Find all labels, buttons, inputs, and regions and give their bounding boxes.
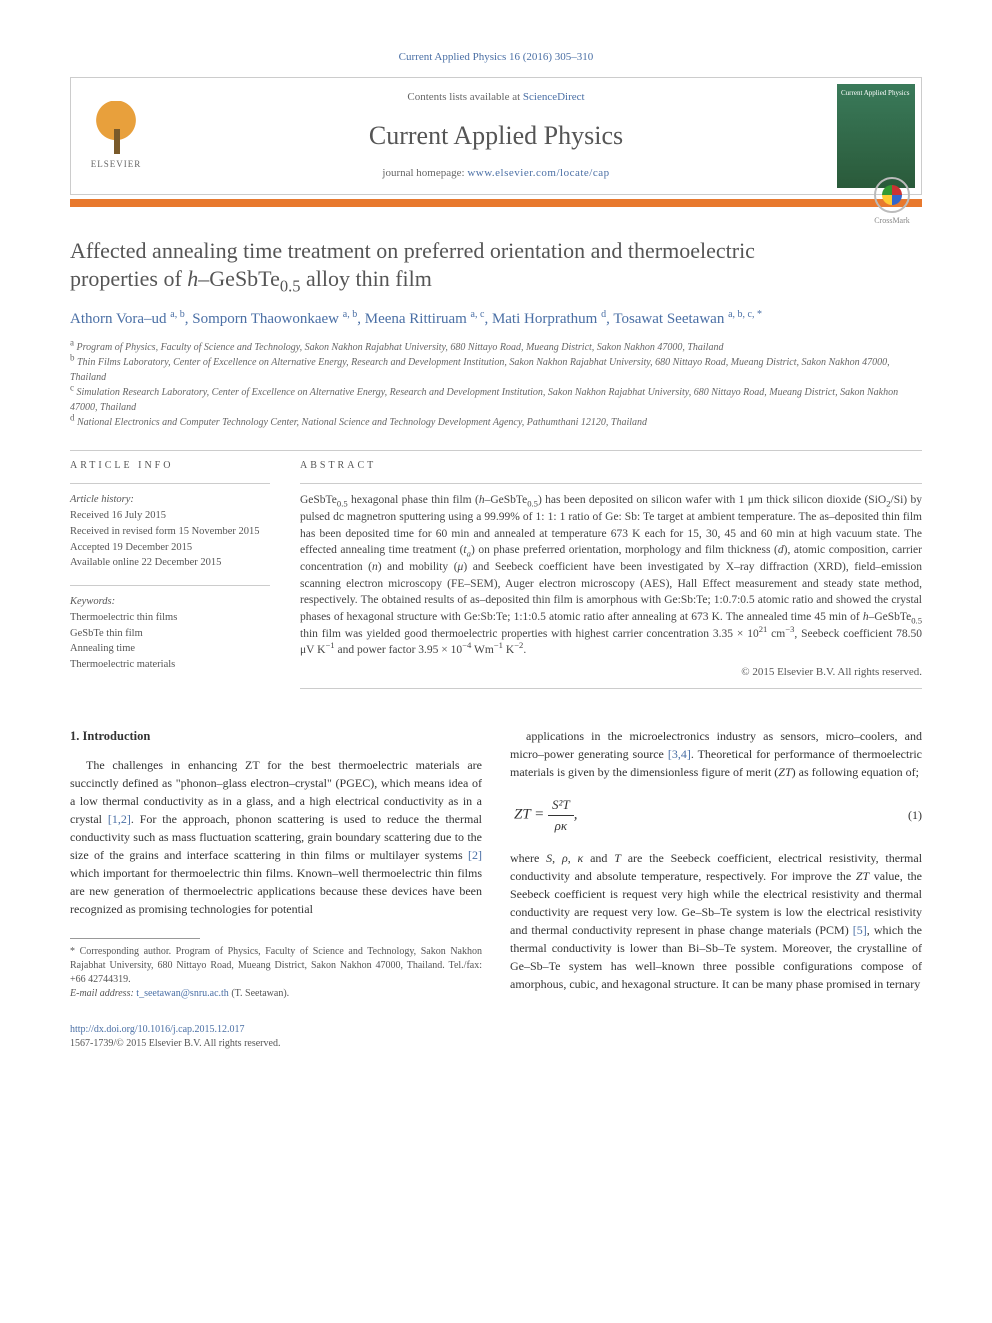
equation-row: ZT = S²T ρκ , (1): [510, 795, 922, 835]
journal-header: ELSEVIER Contents lists available at Sci…: [70, 77, 922, 194]
abstract-panel: ABSTRACT GeSbTe0.5 hexagonal phase thin …: [300, 459, 922, 697]
divider: [70, 483, 270, 484]
article-info-panel: ARTICLE INFO Article history: Received 1…: [70, 459, 270, 697]
email-suffix: (T. Seetawan).: [229, 988, 289, 999]
history-item: Received 16 July 2015: [70, 508, 270, 524]
journal-cover-thumb: Current Applied Physics: [837, 84, 915, 187]
affiliations: a Program of Physics, Faculty of Science…: [70, 340, 922, 430]
divider: [300, 483, 922, 484]
eq-lhs: ZT =: [514, 807, 548, 823]
homepage-line: journal homepage: www.elsevier.com/locat…: [171, 166, 821, 181]
keyword: Annealing time: [70, 641, 270, 657]
equation: ZT = S²T ρκ ,: [510, 795, 882, 835]
affiliation: d National Electronics and Computer Tech…: [70, 415, 922, 430]
history-label: Article history:: [70, 492, 270, 508]
abstract-copyright: © 2015 Elsevier B.V. All rights reserved…: [300, 665, 922, 680]
elsevier-tree-icon: [91, 101, 141, 156]
eq-denominator: ρκ: [548, 816, 574, 836]
affiliation-text: Simulation Research Laboratory, Center o…: [70, 387, 898, 413]
email-line: E-mail address: t_seetawan@snru.ac.th (T…: [70, 987, 482, 1001]
article-info-heading: ARTICLE INFO: [70, 459, 270, 473]
footnote-separator: [70, 938, 200, 939]
cover-thumb-title: Current Applied Physics: [841, 90, 911, 98]
affiliation: b Thin Films Laboratory, Center of Excel…: [70, 355, 922, 385]
affiliation: c Simulation Research Laboratory, Center…: [70, 385, 922, 415]
elsevier-logo: ELSEVIER: [71, 78, 161, 193]
body-paragraph: The challenges in enhancing ZT for the b…: [70, 756, 482, 918]
author-list: Athorn Vora–ud a, b, Somporn Thaowonkaew…: [70, 308, 922, 331]
history-item: Accepted 19 December 2015: [70, 540, 270, 556]
abstract-text: GeSbTe0.5 hexagonal phase thin film (h–G…: [300, 492, 922, 659]
affiliation-text: National Electronics and Computer Techno…: [77, 417, 647, 428]
left-column: 1. Introduction The challenges in enhanc…: [70, 727, 482, 1003]
corresponding-author: * Corresponding author. Program of Physi…: [70, 945, 482, 987]
body-paragraph: where S, ρ, κ and T are the Seebeck coef…: [510, 849, 922, 993]
history-item: Received in revised form 15 November 201…: [70, 524, 270, 540]
footer-block: http://dx.doi.org/10.1016/j.cap.2015.12.…: [70, 1023, 922, 1051]
eq-suffix: ,: [574, 807, 578, 823]
eq-numerator: S²T: [548, 795, 574, 816]
body-columns: 1. Introduction The challenges in enhanc…: [70, 727, 922, 1003]
elsevier-label: ELSEVIER: [91, 158, 142, 171]
doi-link[interactable]: http://dx.doi.org/10.1016/j.cap.2015.12.…: [70, 1024, 245, 1035]
email-link[interactable]: t_seetawan@snru.ac.th: [136, 988, 229, 999]
accent-bar: [70, 199, 922, 207]
citation-line: Current Applied Physics 16 (2016) 305–31…: [70, 50, 922, 65]
issn-copyright: 1567-1739/© 2015 Elsevier B.V. All right…: [70, 1037, 922, 1051]
divider: [300, 688, 922, 689]
keywords-label: Keywords:: [70, 594, 270, 610]
article-title: Affected annealing time treatment on pre…: [70, 237, 922, 294]
keyword: Thermoelectric thin films: [70, 610, 270, 626]
right-column: applications in the microelectronics ind…: [510, 727, 922, 1003]
keyword: Thermoelectric materials: [70, 657, 270, 673]
keywords-block: Keywords: Thermoelectric thin films GeSb…: [70, 594, 270, 673]
fraction: S²T ρκ: [548, 795, 574, 835]
affiliation: a Program of Physics, Faculty of Science…: [70, 340, 922, 355]
email-label: E-mail address:: [70, 988, 136, 999]
keyword: GeSbTe thin film: [70, 626, 270, 642]
journal-name: Current Applied Physics: [171, 118, 821, 154]
divider: [70, 450, 922, 451]
header-center: Contents lists available at ScienceDirec…: [161, 78, 831, 193]
body-paragraph: applications in the microelectronics ind…: [510, 727, 922, 781]
article-history: Article history: Received 16 July 2015 R…: [70, 492, 270, 571]
crossmark-label: CrossMark: [874, 216, 910, 225]
homepage-link[interactable]: www.elsevier.com/locate/cap: [467, 167, 609, 179]
crossmark-icon: [874, 177, 910, 213]
contents-prefix: Contents lists available at: [407, 91, 522, 103]
section-heading: 1. Introduction: [70, 727, 482, 746]
abstract-heading: ABSTRACT: [300, 459, 922, 473]
sciencedirect-link[interactable]: ScienceDirect: [523, 91, 585, 103]
affiliation-text: Thin Films Laboratory, Center of Excelle…: [70, 357, 890, 383]
history-item: Available online 22 December 2015: [70, 555, 270, 571]
equation-number: (1): [882, 806, 922, 824]
divider: [70, 585, 270, 586]
contents-line: Contents lists available at ScienceDirec…: [171, 90, 821, 105]
footnotes: * Corresponding author. Program of Physi…: [70, 945, 482, 1001]
homepage-prefix: journal homepage:: [382, 167, 467, 179]
affiliation-text: Program of Physics, Faculty of Science a…: [77, 342, 724, 353]
